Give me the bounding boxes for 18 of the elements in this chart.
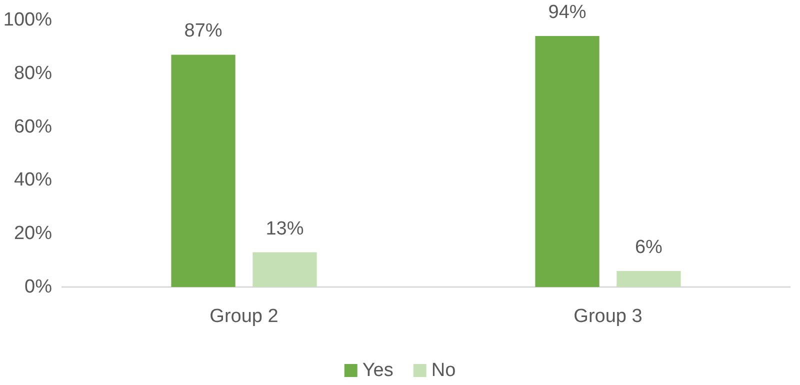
y-tick-label: 0%	[24, 276, 52, 298]
bar	[535, 36, 600, 287]
data-label: 94%	[548, 2, 586, 24]
legend-label: No	[431, 360, 456, 381]
data-label: 6%	[634, 236, 663, 258]
y-tick-label: 100%	[3, 10, 52, 30]
data-label: 87%	[184, 20, 222, 42]
data-label: 13%	[266, 218, 304, 240]
y-tick-label: 60%	[14, 116, 52, 138]
legend-label: Yes	[362, 360, 394, 381]
y-tick-label: 20%	[14, 223, 52, 244]
bar	[171, 54, 236, 287]
bar	[616, 270, 681, 287]
bar	[252, 252, 317, 287]
x-tick-label: Group 3	[574, 306, 642, 327]
x-tick-label: Group 2	[210, 306, 278, 327]
y-tick-label: 40%	[14, 170, 52, 191]
y-tick-label: 80%	[14, 62, 52, 84]
